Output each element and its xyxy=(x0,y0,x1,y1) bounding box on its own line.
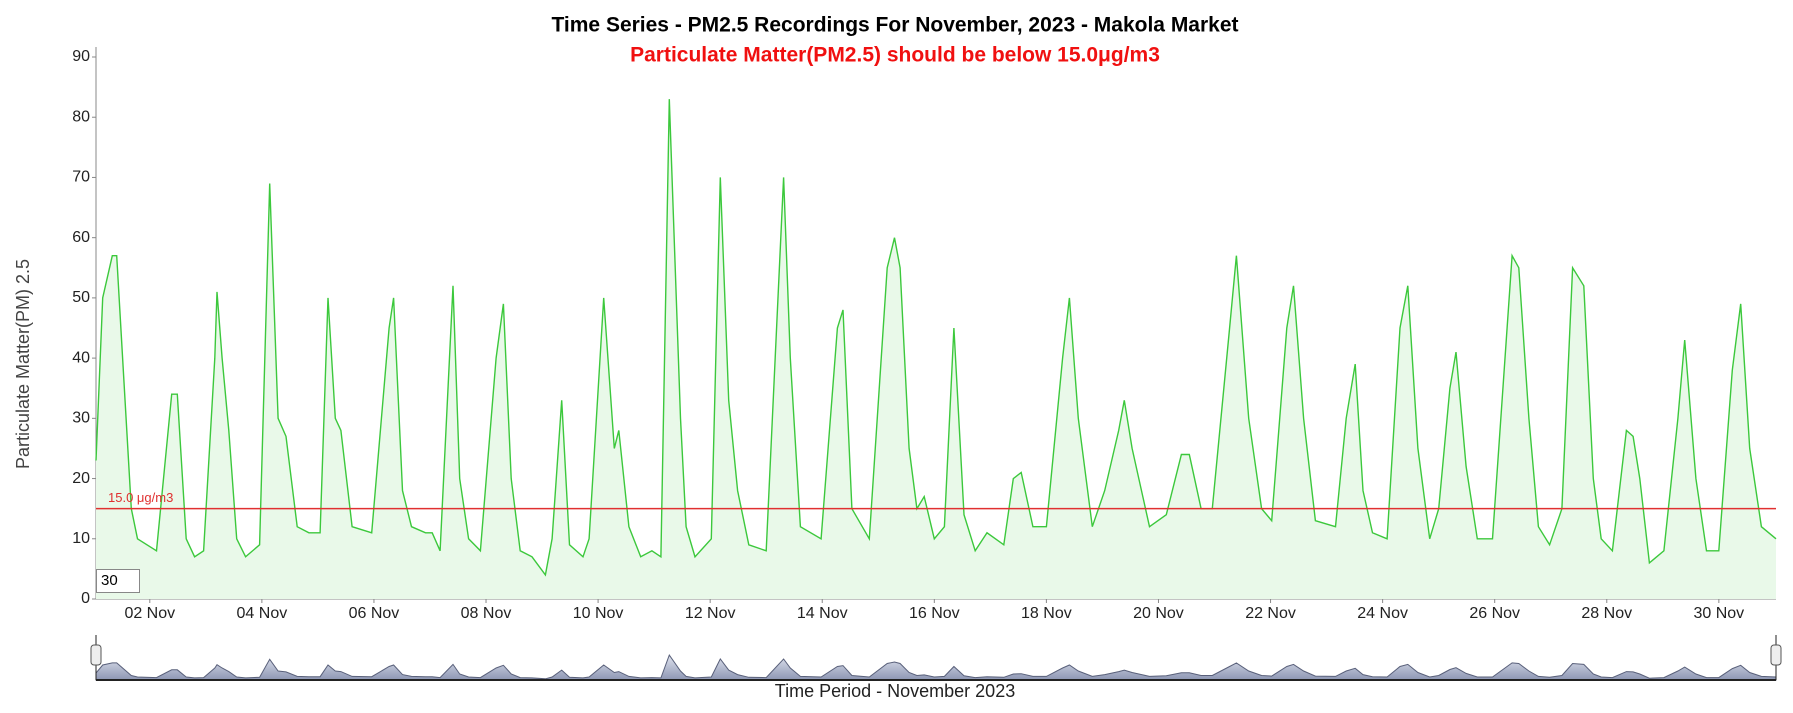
x-tick-label: 14 Nov xyxy=(797,605,848,622)
y-tick-label: 0 xyxy=(81,590,90,607)
threshold-label: 15.0 μg/m3 xyxy=(108,490,173,505)
x-tick-label: 28 Nov xyxy=(1581,605,1632,622)
y-tick-label: 30 xyxy=(72,410,90,427)
range-handle[interactable] xyxy=(90,644,102,666)
x-tick-label: 18 Nov xyxy=(1021,605,1072,622)
y-tick-label: 90 xyxy=(72,48,90,65)
chart-title: Time Series - PM2.5 Recordings For Novem… xyxy=(551,14,1238,37)
series-line xyxy=(95,99,1777,577)
x-tick-label: 22 Nov xyxy=(1245,605,1296,622)
y-tick-label: 40 xyxy=(72,349,90,366)
area-fill xyxy=(96,99,1776,599)
y-tick-label: 50 xyxy=(72,289,90,306)
x-axis-label: Time Period - November 2023 xyxy=(775,681,1015,701)
y-axis-label: Particulate Matter(PM) 2.5 xyxy=(13,259,33,469)
x-tick-label: 30 Nov xyxy=(1693,605,1744,622)
y-tick-label: 10 xyxy=(72,530,90,547)
x-tick-label: 04 Nov xyxy=(237,605,288,622)
y-tick-label: 70 xyxy=(72,169,90,186)
range-selector-area xyxy=(95,654,1777,681)
x-tick-label: 24 Nov xyxy=(1357,605,1408,622)
range-handle[interactable] xyxy=(1770,644,1782,666)
y-tick-label: 60 xyxy=(72,229,90,246)
x-tick-label: 20 Nov xyxy=(1133,605,1184,622)
chart-subtitle: Particulate Matter(PM2.5) should be belo… xyxy=(630,44,1160,67)
y-tick-label: 80 xyxy=(72,108,90,125)
x-tick-label: 10 Nov xyxy=(573,605,624,622)
y-tick-label: 20 xyxy=(72,470,90,487)
x-tick-label: 26 Nov xyxy=(1469,605,1520,622)
x-tick-label: 08 Nov xyxy=(461,605,512,622)
x-tick-label: 02 Nov xyxy=(124,605,175,622)
x-tick-label: 16 Nov xyxy=(909,605,960,622)
x-tick-label: 12 Nov xyxy=(685,605,736,622)
roll-period-input[interactable]: 30 xyxy=(96,569,140,593)
x-tick-label: 06 Nov xyxy=(349,605,400,622)
